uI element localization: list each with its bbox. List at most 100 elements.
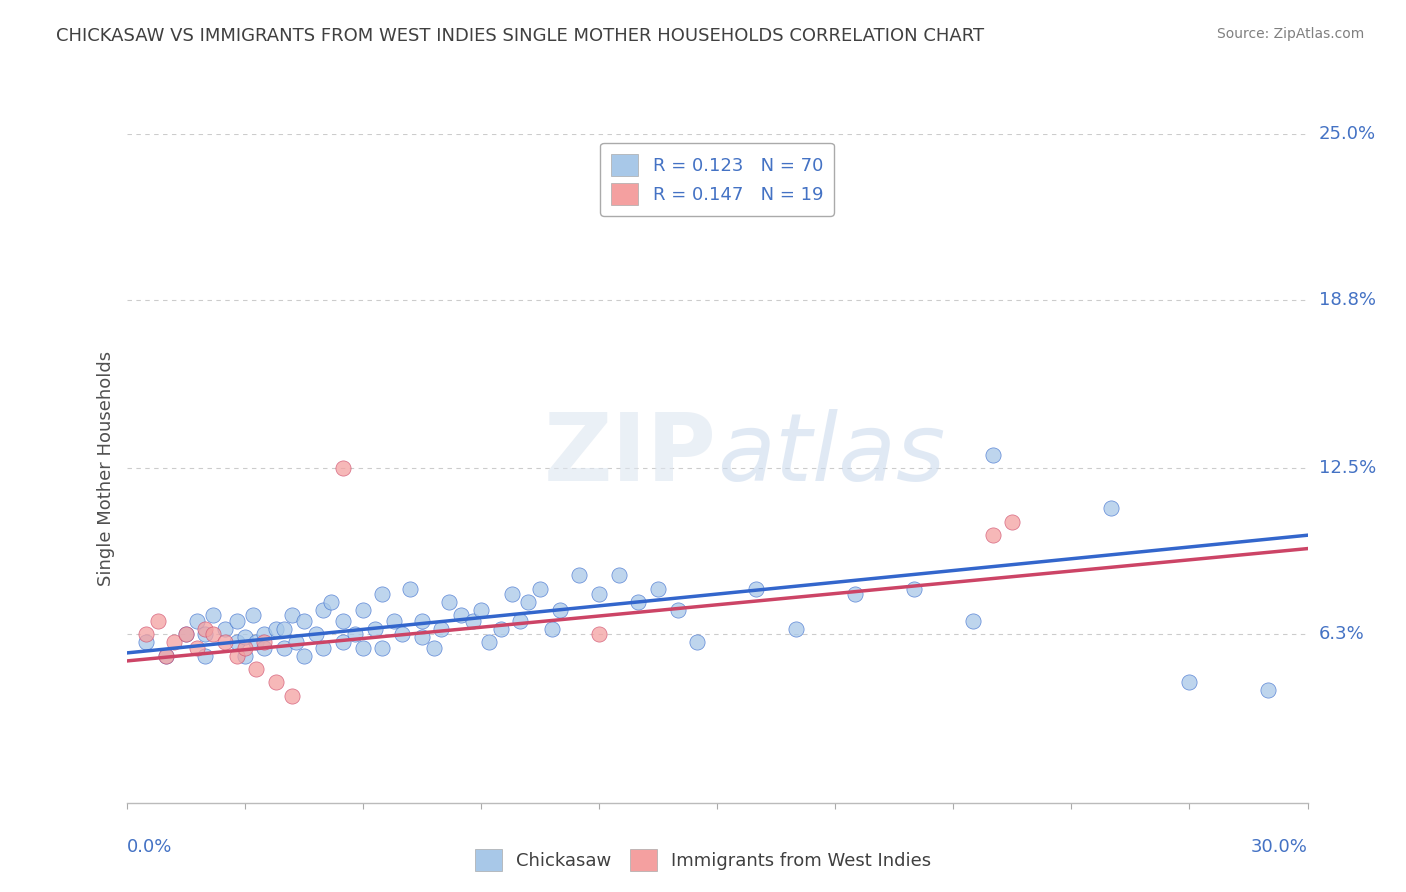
Point	[382, 614, 405, 628]
Point	[627, 595, 650, 609]
Point	[202, 627, 225, 641]
Point	[194, 627, 217, 641]
Point	[186, 614, 208, 628]
Point	[352, 640, 374, 655]
Point	[253, 640, 276, 655]
Point	[233, 648, 256, 663]
Point	[332, 635, 354, 649]
Point	[225, 614, 247, 628]
Point	[363, 622, 385, 636]
Point	[343, 627, 366, 641]
Text: 0.0%: 0.0%	[127, 838, 172, 855]
Point	[1178, 675, 1201, 690]
Point	[264, 675, 287, 690]
Point	[264, 622, 287, 636]
Point	[422, 640, 444, 655]
Point	[461, 614, 484, 628]
Point	[745, 582, 768, 596]
Point	[548, 603, 571, 617]
Point	[163, 635, 186, 649]
Point	[135, 627, 157, 641]
Point	[194, 648, 217, 663]
Point	[321, 595, 343, 609]
Point	[245, 635, 267, 649]
Point	[844, 587, 866, 601]
Point	[214, 622, 236, 636]
Point	[1099, 501, 1122, 516]
Point	[647, 582, 669, 596]
Point	[509, 614, 531, 628]
Point	[253, 635, 276, 649]
Point	[312, 603, 335, 617]
Point	[233, 640, 256, 655]
Point	[352, 603, 374, 617]
Point	[450, 608, 472, 623]
Text: 18.8%: 18.8%	[1319, 291, 1375, 309]
Point	[174, 627, 197, 641]
Point	[607, 568, 630, 582]
Point	[304, 627, 326, 641]
Point	[332, 614, 354, 628]
Point	[1001, 515, 1024, 529]
Point	[186, 640, 208, 655]
Point	[981, 528, 1004, 542]
Point	[214, 635, 236, 649]
Point	[273, 622, 295, 636]
Point	[281, 608, 304, 623]
Y-axis label: Single Mother Households: Single Mother Households	[97, 351, 115, 586]
Point	[517, 595, 540, 609]
Text: CHICKASAW VS IMMIGRANTS FROM WEST INDIES SINGLE MOTHER HOUSEHOLDS CORRELATION CH: CHICKASAW VS IMMIGRANTS FROM WEST INDIES…	[56, 27, 984, 45]
Point	[312, 640, 335, 655]
Point	[478, 635, 501, 649]
Point	[411, 614, 433, 628]
Point	[399, 582, 422, 596]
Point	[281, 689, 304, 703]
Point	[273, 640, 295, 655]
Point	[411, 630, 433, 644]
Point	[391, 627, 413, 641]
Point	[540, 622, 562, 636]
Point	[666, 603, 689, 617]
Point	[981, 448, 1004, 462]
Point	[135, 635, 157, 649]
Point	[174, 627, 197, 641]
Point	[242, 608, 264, 623]
Point	[155, 648, 177, 663]
Text: 12.5%: 12.5%	[1319, 459, 1376, 477]
Point	[501, 587, 523, 601]
Point	[253, 627, 276, 641]
Point	[588, 627, 610, 641]
Text: ZIP: ZIP	[544, 409, 717, 501]
Point	[225, 635, 247, 649]
Point	[470, 603, 492, 617]
Point	[284, 635, 307, 649]
Point	[903, 582, 925, 596]
Point	[202, 608, 225, 623]
Point	[292, 614, 315, 628]
Point	[588, 587, 610, 601]
Point	[146, 614, 169, 628]
Point	[332, 461, 354, 475]
Point	[155, 648, 177, 663]
Point	[785, 622, 807, 636]
Text: 25.0%: 25.0%	[1319, 125, 1376, 143]
Point	[439, 595, 461, 609]
Point	[568, 568, 591, 582]
Point	[371, 640, 394, 655]
Text: 30.0%: 30.0%	[1251, 838, 1308, 855]
Legend: Chickasaw, Immigrants from West Indies: Chickasaw, Immigrants from West Indies	[468, 842, 938, 879]
Text: Source: ZipAtlas.com: Source: ZipAtlas.com	[1216, 27, 1364, 41]
Point	[225, 648, 247, 663]
Point	[430, 622, 453, 636]
Point	[233, 630, 256, 644]
Point	[962, 614, 984, 628]
Point	[292, 648, 315, 663]
Point	[194, 622, 217, 636]
Point	[245, 662, 267, 676]
Point	[529, 582, 551, 596]
Point	[371, 587, 394, 601]
Text: 6.3%: 6.3%	[1319, 625, 1364, 643]
Point	[489, 622, 512, 636]
Text: atlas: atlas	[717, 409, 945, 500]
Point	[1257, 683, 1279, 698]
